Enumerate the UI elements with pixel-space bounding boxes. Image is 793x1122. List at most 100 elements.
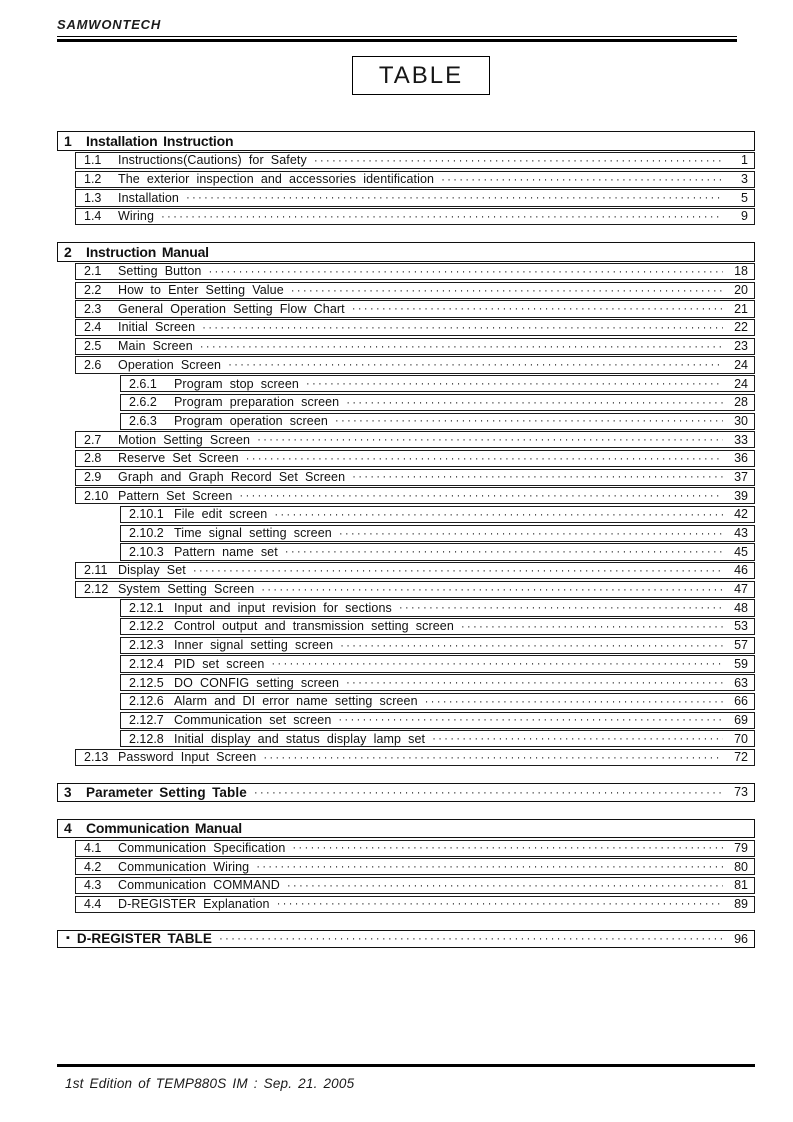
toc-item-page: 47 — [734, 582, 748, 597]
toc-item-page: 42 — [734, 507, 748, 522]
toc-item-title: Communication set screen — [174, 712, 332, 727]
toc-item-page: 70 — [734, 731, 748, 746]
toc-item-page: 66 — [734, 694, 748, 709]
toc-item-title: Password Input Screen — [118, 750, 257, 765]
toc-item-number: 4.3 — [84, 878, 102, 893]
section-number: 3 — [64, 784, 72, 800]
toc-item-title: Setting Button — [118, 264, 202, 279]
toc-item-page: 20 — [734, 283, 748, 298]
toc-row: 1.2 The exterior inspection and accessori… — [75, 170, 755, 188]
dot-leader — [239, 491, 723, 503]
toc-row: 2.12.8 Initial display and status display… — [120, 730, 755, 748]
section-title: Communication Manual — [86, 820, 242, 837]
dot-leader — [228, 360, 723, 372]
toc-item-page: 24 — [734, 376, 748, 391]
toc-item-number: 1.1 — [84, 153, 102, 168]
toc-item-title: Main Screen — [118, 339, 193, 354]
toc-item-title: Initial Screen — [118, 320, 196, 335]
toc-row: 2.12.3 Inner signal setting screen 57 — [120, 636, 755, 654]
page-footer: 1st Edition of TEMP880S IM : Sep. 21. 20… — [57, 1064, 755, 1091]
section-header-row: 1 Installation Instruction — [57, 131, 755, 151]
toc-item-number: 2.7 — [84, 432, 102, 447]
toc-row: 2.1 Setting Button 18 — [75, 263, 755, 281]
toc-row: 2.12.1 Input and input revision for secti… — [120, 599, 755, 617]
toc-row: 2.10 Pattern Set Screen 39 — [75, 487, 755, 505]
section-header-row: 4 Communication Manual — [57, 818, 755, 838]
toc-row: 2.12.6 Alarm and DI error name setting sc… — [120, 692, 755, 711]
toc-row: 2.8 Reserve Set Screen 36 — [75, 449, 755, 468]
toc-item-number: 2.9 — [84, 469, 102, 484]
toc-item-page: 48 — [734, 600, 748, 615]
toc-item-number: 1.3 — [84, 190, 102, 205]
dot-leader — [202, 323, 723, 335]
toc-item-number: 2.10.1 — [129, 507, 164, 522]
toc-row: 2.6.2 Program preparation screen 28 — [120, 393, 755, 412]
toc-row: 2.2 How to Enter Setting Value 20 — [75, 281, 755, 299]
toc-item-page: 79 — [734, 840, 748, 855]
toc-item-title: Parameter Setting Table — [86, 784, 247, 800]
toc-row: 2.12.2 Control output and transmission se… — [120, 618, 755, 636]
dot-leader — [186, 193, 723, 205]
dot-leader — [285, 547, 723, 559]
toc-item-title: The exterior inspection and accessories … — [118, 172, 435, 187]
toc-row: 2.6.1 Program stop screen 24 — [120, 375, 755, 393]
toc-item-title: General Operation Setting Flow Chart — [118, 301, 345, 316]
toc-item-number: 2.12.1 — [129, 600, 164, 615]
toc-row: 2.12.4 PID set screen 59 — [120, 655, 755, 673]
toc-item-title: Input and input revision for sections — [174, 600, 392, 615]
toc-row: 2.12 System Setting Screen 47 — [75, 580, 755, 598]
toc-item-page: 46 — [734, 563, 748, 578]
toc-item-page: 30 — [734, 413, 748, 428]
toc-item-title: Program preparation screen — [174, 395, 340, 410]
toc-item-page: 3 — [741, 172, 748, 187]
toc-item-page: 18 — [734, 264, 748, 279]
toc-section: 4 Communication Manual 4.1 Communication Sp… — [57, 818, 755, 913]
toc-item-number: 2.12.3 — [129, 638, 164, 653]
toc-item-title: Communication Wiring — [118, 859, 250, 874]
toc-item-number: 2.3 — [84, 301, 102, 316]
toc-item-number: 2.10.2 — [129, 526, 164, 541]
edition-text: 1st Edition of TEMP880S IM : Sep. 21. 20… — [65, 1076, 355, 1091]
toc-item-number: 2.10.3 — [129, 544, 164, 559]
toc-row: ▪ D-REGISTER TABLE 96 — [57, 929, 755, 949]
dot-leader — [399, 603, 723, 615]
dot-leader — [339, 529, 723, 541]
toc-item-number: 2.12 — [84, 582, 109, 597]
toc-item-title: Display Set — [118, 563, 186, 578]
dot-leader — [352, 304, 723, 316]
dot-leader — [261, 585, 723, 597]
dot-leader — [291, 286, 723, 298]
toc-item-number: 2.4 — [84, 320, 102, 335]
toc-item-number: 2.2 — [84, 283, 102, 298]
toc-item-page: 22 — [734, 320, 748, 335]
section-number: 4 — [64, 820, 72, 837]
toc-row: 2.12.7 Communication set screen 69 — [120, 711, 755, 729]
toc-row: 2.10.1 File edit screen 42 — [120, 505, 755, 524]
toc-item-page: 23 — [734, 339, 748, 354]
section-number: 2 — [64, 243, 72, 260]
toc-item-title: Time signal setting screen — [174, 526, 332, 541]
toc-item-number: 4.1 — [84, 840, 102, 855]
toc-item-title: Reserve Set Screen — [118, 451, 239, 466]
toc-item-number: 2.1 — [84, 264, 102, 279]
toc-item-title: Control output and transmission setting … — [174, 619, 454, 634]
header-rule — [57, 36, 737, 42]
dot-leader — [193, 566, 723, 578]
toc-item-number: 2.6 — [84, 357, 102, 372]
toc-item-page: 24 — [734, 357, 748, 372]
toc-item-number: 2.8 — [84, 451, 102, 466]
toc-item-page: 1 — [741, 153, 748, 168]
toc-item-number: 2.12.2 — [129, 619, 164, 634]
toc-item-title: Pattern Set Screen — [118, 488, 233, 503]
dot-leader — [256, 862, 723, 874]
toc-item-title: Installation — [118, 190, 179, 205]
toc-row: 2.4 Initial Screen 22 — [75, 319, 755, 337]
toc-row: 2.7 Motion Setting Screen 33 — [75, 431, 755, 449]
toc-row: 2.10.2 Time signal setting screen 43 — [120, 524, 755, 542]
toc-row: 2.5 Main Screen 23 — [75, 337, 755, 355]
dot-leader — [338, 715, 723, 727]
dot-leader — [461, 622, 723, 634]
dot-leader — [352, 472, 723, 484]
toc-item-title: DO CONFIG setting screen — [174, 675, 340, 690]
